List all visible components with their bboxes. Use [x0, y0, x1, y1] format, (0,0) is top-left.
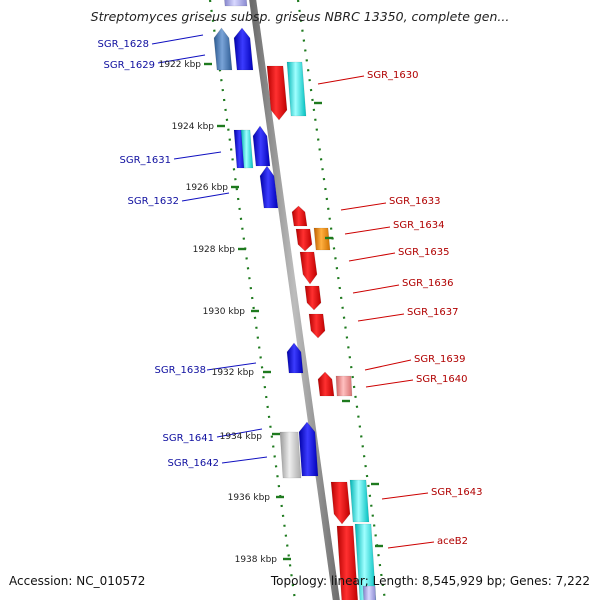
scale-tick-label: 1926 kbp: [186, 183, 229, 193]
label-leader-line: [352, 284, 400, 294]
gene-glyph-sgr1641[interactable]: [279, 431, 302, 479]
gene-label-right[interactable]: SGR_1630: [367, 70, 419, 81]
gene-glyph-sgr1639[interactable]: [317, 371, 335, 397]
scale-tick-label: 1936 kbp: [228, 493, 271, 503]
scale-tick-label: 1924 kbp: [172, 122, 215, 132]
gene-label-right[interactable]: SGR_1637: [407, 307, 459, 318]
gene-glyph-sgr1643-cyan[interactable]: [349, 479, 370, 523]
label-leader-line: [348, 252, 396, 262]
gene-glyph-sgr1632[interactable]: [259, 165, 279, 209]
label-leader-line: [344, 226, 391, 235]
gene-glyph-sgr1631-cyan[interactable]: [240, 129, 254, 169]
gene-label-left[interactable]: SGR_1629: [104, 60, 156, 71]
gene-label-right[interactable]: SGR_1643: [431, 487, 483, 498]
gene-labels: SGR_1628 SGR_1629 SGR_1631 SGR_1632 SGR_1638…: [98, 39, 483, 547]
backbone-line: [249, 0, 341, 604]
gene-label-right[interactable]: SGR_1640: [416, 374, 468, 385]
gene-label-right[interactable]: SGR_1634: [393, 220, 445, 231]
gene-glyph-partial[interactable]: [362, 585, 377, 604]
gene-label-left[interactable]: SGR_1641: [163, 433, 215, 444]
gene-label-right[interactable]: SGR_1635: [398, 247, 450, 258]
gene-glyph-sgr1640[interactable]: [335, 375, 353, 397]
strand-guide-right: [296, 0, 387, 601]
gene-label-left[interactable]: SGR_1638: [155, 365, 207, 376]
label-leader-line: [357, 313, 405, 322]
chromosome-backbone: [249, 0, 341, 604]
scale-tick-label: 1934 kbp: [220, 432, 263, 442]
gene-label-left[interactable]: SGR_1632: [128, 196, 180, 207]
gene-label-right[interactable]: SGR_1636: [402, 278, 454, 289]
gene-glyph-sgr1636[interactable]: [304, 285, 322, 311]
gene-glyph-sgr1635[interactable]: [299, 251, 318, 285]
genome-title: Streptomyces griseus subsp. griseus NBRC…: [90, 9, 510, 24]
label-leader-line: [364, 359, 412, 371]
label-leader-line: [221, 456, 268, 464]
gene-label-right[interactable]: aceB2: [437, 536, 468, 547]
gene-label-right[interactable]: SGR_1639: [414, 354, 466, 365]
label-leader-line: [157, 54, 206, 64]
gene-glyph-sgr1630-red[interactable]: [266, 65, 288, 121]
label-leader-line: [381, 492, 429, 500]
label-leader-line: [173, 151, 222, 160]
label-leader-line: [317, 75, 365, 85]
strand-guides: [208, 0, 387, 601]
gene-glyph-aceb2-red[interactable]: [336, 525, 359, 604]
label-leader-line: [151, 34, 204, 45]
gene-label-left[interactable]: SGR_1642: [168, 458, 220, 469]
gene-glyph-sgr1642[interactable]: [298, 421, 319, 477]
scale-tick-label: 1938 kbp: [235, 555, 278, 565]
gene-glyph-sgr1638[interactable]: [286, 342, 304, 374]
label-leader-line: [181, 192, 230, 202]
label-leader-line: [387, 541, 435, 549]
label-leaders: [151, 34, 435, 549]
gene-features: [213, 0, 377, 604]
gene-glyph-sgr1634-orange[interactable]: [313, 227, 331, 251]
gene-glyph-sgr1634-red[interactable]: [295, 228, 313, 252]
label-leader-line: [206, 362, 257, 371]
scale-tick-label: 1922 kbp: [159, 60, 202, 70]
gene-label-left[interactable]: SGR_1631: [120, 155, 172, 166]
gene-glyph-sgr1633[interactable]: [291, 205, 308, 227]
strand-guide-left: [208, 0, 297, 601]
gene-glyph-sgr1637[interactable]: [308, 313, 326, 339]
gene-glyph-sgr1629[interactable]: [233, 27, 254, 71]
gene-glyph-sgr1628[interactable]: [213, 27, 233, 71]
scale-tick-label: 1930 kbp: [203, 307, 246, 317]
gene-label-right[interactable]: SGR_1633: [389, 196, 441, 207]
gene-glyph-sgr1643-red[interactable]: [330, 481, 351, 525]
gene-glyph-top-partial[interactable]: [224, 0, 248, 7]
scale-tick-label: 1928 kbp: [193, 245, 236, 255]
gene-label-left[interactable]: SGR_1628: [98, 39, 150, 50]
scale-tick-label: 1932 kbp: [212, 368, 255, 378]
accession-label: Accession: NC_010572: [9, 574, 146, 588]
gene-glyph-sgr1631-arrow[interactable]: [252, 125, 271, 167]
topology-label: Topology: linear; Length: 8,545,929 bp; …: [270, 574, 590, 588]
scale-ticks: 1922 kbp 1924 kbp 1926 kbp 1928 kbp 1930 kbp…: [159, 60, 383, 565]
label-leader-line: [365, 379, 414, 388]
gene-glyph-sgr1630-cyan[interactable]: [286, 61, 307, 117]
label-leader-line: [340, 202, 387, 211]
label-leader-line: [216, 428, 263, 438]
